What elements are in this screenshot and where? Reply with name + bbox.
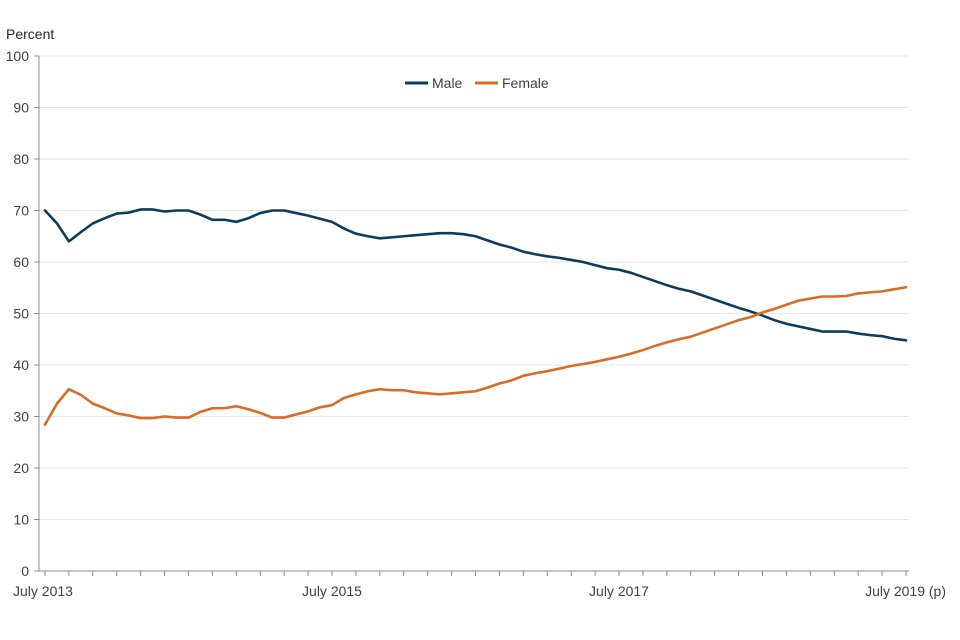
y-tick-label: 40 (13, 357, 29, 373)
y-tick-label: 100 (6, 48, 30, 64)
y-tick-label: 90 (13, 100, 29, 116)
y-tick-label: 10 (13, 512, 29, 528)
y-tick-label: 70 (13, 203, 29, 219)
series-line-male (43, 208, 908, 342)
y-tick-label: 80 (13, 151, 29, 167)
x-tick-label: July 2017 (589, 583, 649, 599)
legend-label-female: Female (502, 75, 549, 91)
x-tick-label: July 2013 (13, 583, 73, 599)
axes (34, 55, 909, 576)
legend: Male Female (405, 75, 549, 91)
x-tick-label: July 2019 (p) (865, 583, 946, 599)
x-tick-label: July 2015 (302, 583, 362, 599)
y-tick-label: 0 (21, 563, 29, 579)
y-axis-title: Percent (6, 26, 54, 42)
legend-label-male: Male (432, 75, 463, 91)
x-axis-ticks: July 2013 July 2015 July 2017 July 2019 (p) (13, 583, 946, 599)
y-axis-ticks: 0 10 20 30 40 50 60 70 80 90 100 (6, 48, 30, 579)
y-tick-label: 30 (13, 409, 29, 425)
y-tick-label: 50 (13, 306, 29, 322)
series-lines (43, 208, 908, 427)
gridlines (39, 55, 909, 520)
series-line-female (43, 285, 908, 427)
y-tick-label: 20 (13, 460, 29, 476)
y-tick-label: 60 (13, 254, 29, 270)
